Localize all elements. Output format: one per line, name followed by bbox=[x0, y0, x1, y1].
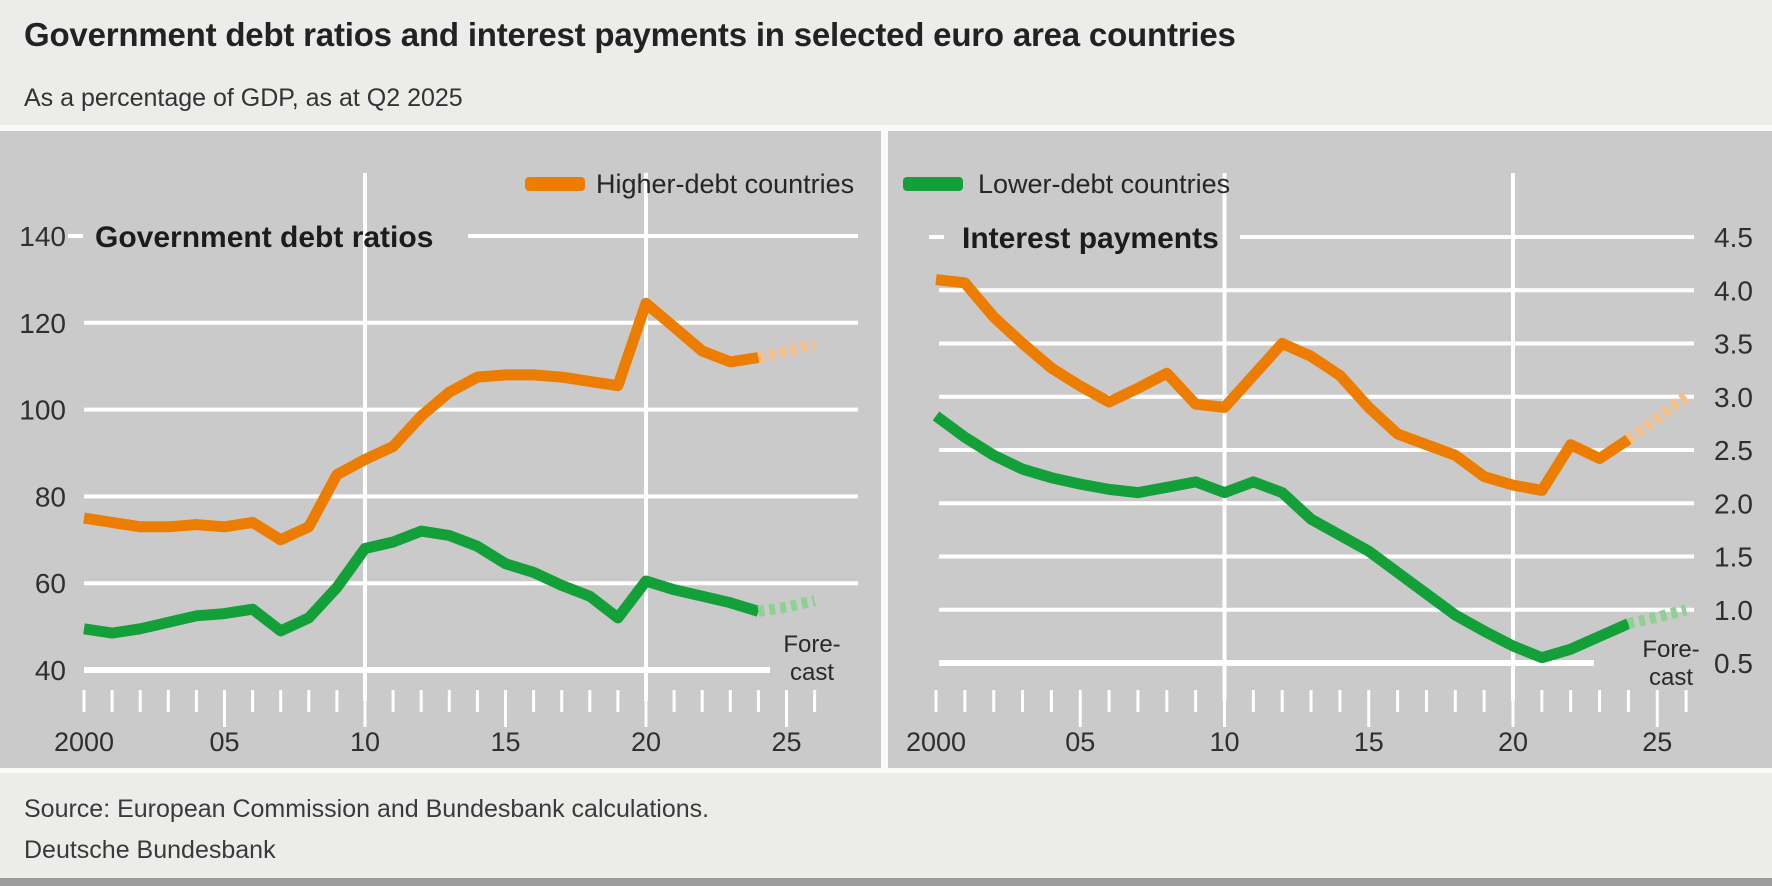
y-axis-label: 2.0 bbox=[1714, 488, 1753, 519]
interest-payments-chart: 4.5 4.0 3.5 3.0 2.5 2.0 1.5 1.0 0.5 2000 05 10 15 20 2… bbox=[906, 173, 1753, 757]
forecast-label: Fore-cast bbox=[1642, 636, 1699, 691]
series-forecast-lower_debt bbox=[1627, 604, 1688, 629]
legend-swatch-higher-debt bbox=[525, 177, 585, 191]
y-axis-label: 2.5 bbox=[1714, 435, 1753, 466]
series-forecast-lower_debt bbox=[757, 595, 816, 617]
y-axis-label: 0.5 bbox=[1714, 648, 1753, 679]
y-axis-label: 60 bbox=[35, 568, 66, 599]
x-axis-label: 15 bbox=[490, 727, 520, 757]
series-forecast-higher_debt bbox=[757, 339, 816, 363]
x-axis-label: 15 bbox=[1354, 727, 1384, 757]
y-axis-label: 1.0 bbox=[1714, 595, 1753, 626]
publisher-text: Deutsche Bundesbank bbox=[24, 836, 276, 864]
legend-label-lower-debt: Lower-debt countries bbox=[978, 169, 1231, 199]
page-title: Government debt ratios and interest paym… bbox=[24, 16, 1236, 53]
y-axis-label: 40 bbox=[35, 655, 66, 686]
chart-title: Interest payments bbox=[962, 222, 1219, 255]
x-axis-label: 20 bbox=[1498, 727, 1528, 757]
chart-band: 140 120 100 80 60 40 2000 05 10 15 20 25 Government … bbox=[0, 131, 1772, 768]
series-forecast-higher_debt bbox=[1625, 392, 1690, 444]
bottom-bar bbox=[0, 878, 1772, 886]
footer-separator bbox=[0, 768, 1772, 773]
x-axis-label: 25 bbox=[771, 727, 801, 757]
series-lower_debt bbox=[83, 525, 761, 639]
x-axis-label: 2000 bbox=[906, 727, 966, 757]
y-axis-label: 3.5 bbox=[1714, 329, 1753, 360]
x-axis-label: 20 bbox=[631, 727, 661, 757]
x-axis-label: 10 bbox=[350, 727, 380, 757]
panel-divider bbox=[881, 131, 888, 768]
y-axis-label: 80 bbox=[35, 481, 66, 512]
x-axis-label: 05 bbox=[1065, 727, 1095, 757]
forecast-label: Fore-cast bbox=[783, 631, 840, 686]
y-axis-label: 4.5 bbox=[1714, 222, 1753, 253]
x-axis-label: 25 bbox=[1642, 727, 1672, 757]
y-axis-label: 140 bbox=[19, 221, 66, 252]
x-axis-label: 05 bbox=[209, 727, 239, 757]
footer: Source: European Commission and Bundesba… bbox=[0, 773, 1772, 878]
x-axis-label: 10 bbox=[1209, 727, 1239, 757]
source-text: Source: European Commission and Bundesba… bbox=[24, 795, 710, 823]
series-higher_debt bbox=[83, 297, 760, 546]
series-lower_debt bbox=[932, 411, 1631, 664]
y-axis-label: 1.5 bbox=[1714, 542, 1753, 573]
legend-swatch-lower-debt bbox=[903, 177, 963, 191]
y-axis-label: 120 bbox=[19, 308, 66, 339]
y-axis-label: 100 bbox=[19, 395, 66, 426]
y-axis-label: 4.0 bbox=[1714, 275, 1753, 306]
y-axis-label: 3.0 bbox=[1714, 382, 1753, 413]
header-separator bbox=[0, 125, 1772, 131]
legend-label-higher-debt: Higher-debt countries bbox=[596, 169, 855, 199]
chart-title: Government debt ratios bbox=[95, 221, 433, 254]
series-higher_debt bbox=[935, 274, 1632, 496]
page-subtitle: As a percentage of GDP, as at Q2 2025 bbox=[24, 84, 463, 112]
debt-ratios-chart: 140 120 100 80 60 40 2000 05 10 15 20 25 Government … bbox=[19, 173, 858, 757]
x-axis-label: 2000 bbox=[54, 727, 114, 757]
header: Government debt ratios and interest paym… bbox=[0, 0, 1772, 125]
